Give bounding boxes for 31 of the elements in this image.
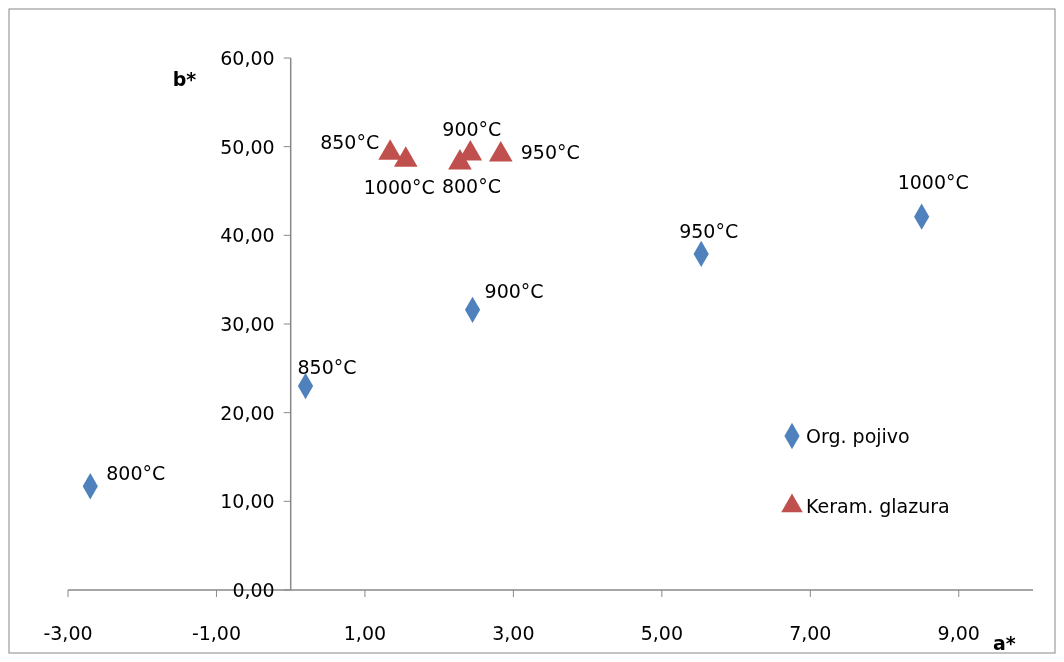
y-tick-label: 60,00	[220, 47, 275, 69]
x-tick-label: 9,00	[937, 622, 980, 644]
x-tick-label: 1,00	[343, 622, 387, 644]
y-tick-label: 0,00	[232, 579, 275, 601]
annotation: 950°C	[520, 140, 580, 163]
x-tick-label: 5,00	[640, 622, 683, 644]
point	[488, 141, 513, 162]
annotation: 1000°C	[897, 170, 969, 193]
legend-label: Keram. glazura	[806, 495, 950, 517]
annotation: 800°C	[106, 462, 166, 485]
y-tick-label: 30,00	[220, 313, 275, 335]
y-tick-label: 10,00	[220, 490, 275, 513]
x-tick-label: 7,00	[789, 622, 832, 644]
annotation: 850°C	[320, 130, 380, 153]
annotation: 900°C	[484, 279, 544, 302]
annotation: 1000°C	[363, 175, 435, 198]
y-tick-label: 20,00	[220, 401, 275, 424]
annotation: 900°C	[442, 117, 502, 140]
x-tick-label: 3,00	[492, 622, 535, 644]
annotation: 800°C	[441, 174, 501, 197]
annotation: 950°C	[679, 219, 739, 242]
point	[393, 146, 418, 167]
y-axis-title: b*	[172, 68, 197, 90]
y-tick-label: 50,00	[220, 135, 275, 158]
point	[378, 139, 402, 160]
x-axis-title: a*	[993, 632, 1016, 654]
x-tick-label: -1,00	[191, 622, 242, 644]
annotation: 850°C	[297, 356, 357, 379]
y-tick-label: 40,00	[220, 224, 275, 247]
legend-label: Org. pojivo	[806, 425, 910, 447]
x-tick-label: -3,00	[43, 622, 93, 644]
